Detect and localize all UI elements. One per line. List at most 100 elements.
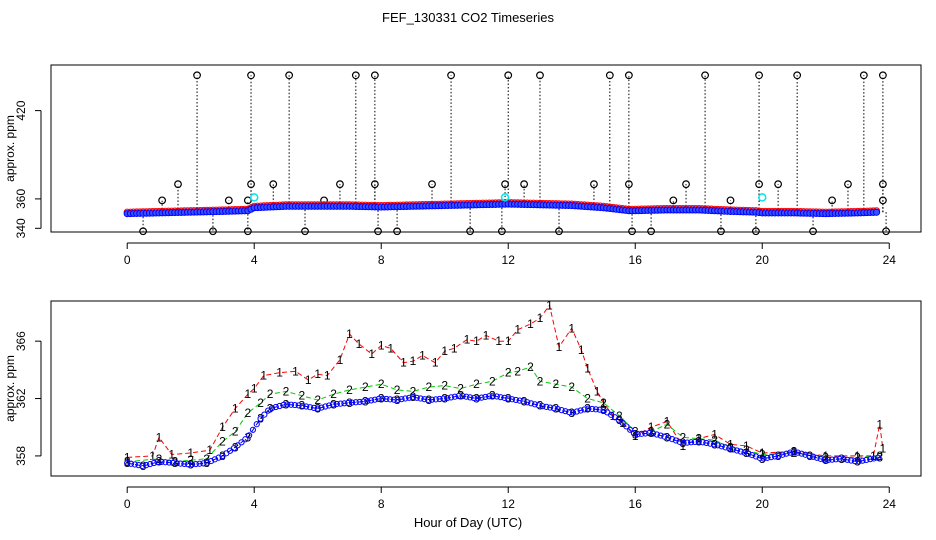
x-tick-label-1-4: 4 <box>251 497 258 511</box>
series-3-marker <box>421 396 428 403</box>
x-tick-label-1-24: 24 <box>883 497 897 511</box>
series-2-label-8: 2 <box>257 396 264 410</box>
series-1-label-9: 1 <box>251 382 258 396</box>
series-3-marker <box>531 401 538 408</box>
series-3-label-12: 3 <box>298 399 305 413</box>
series-3-label-48: 3 <box>876 450 883 464</box>
series-1-label-27: 1 <box>451 341 458 355</box>
series-3-marker <box>146 460 154 468</box>
x-tick-label-0-4: 4 <box>251 253 258 267</box>
series-3-marker <box>649 430 657 437</box>
series-2-label-17: 2 <box>394 383 401 397</box>
series-3-marker <box>417 395 424 402</box>
series-3-marker <box>870 455 878 462</box>
series-2-label-30: 2 <box>584 392 591 406</box>
series-1-label-33: 1 <box>514 323 521 337</box>
spike-point-10 <box>701 71 709 80</box>
spike-point-24 <box>624 180 633 189</box>
series-3-label-3: 3 <box>171 456 178 470</box>
series-3-marker <box>295 402 302 409</box>
series-3-label-34: 3 <box>648 426 655 440</box>
x-tick-label-1-12: 12 <box>502 497 516 511</box>
series-3-marker <box>699 439 706 446</box>
spike-point-8 <box>605 71 614 80</box>
series-1-label-36: 1 <box>546 298 553 312</box>
series-1-label-14: 1 <box>314 367 321 381</box>
series-3-marker <box>337 400 344 407</box>
series-3-marker <box>787 449 794 456</box>
series-1-label-6: 1 <box>219 420 226 434</box>
series-3-marker <box>653 431 660 438</box>
series-1-label-10: 1 <box>260 369 267 383</box>
spike-point-48 <box>647 227 656 236</box>
spike-point-16 <box>247 180 255 189</box>
series-3-label-36: 3 <box>680 436 687 450</box>
spike-point-43 <box>393 227 401 236</box>
spike-point-28 <box>844 180 852 189</box>
series-3-marker <box>272 403 279 411</box>
series-1-label-46: 1 <box>648 420 655 434</box>
series-3-marker <box>326 402 333 409</box>
series-3-marker <box>566 409 573 416</box>
series-3-label-28: 3 <box>553 402 560 416</box>
spike-point-36 <box>828 196 836 205</box>
spike-point-14 <box>878 71 887 80</box>
spike-point-19 <box>370 180 379 189</box>
spike-point-39 <box>209 227 217 236</box>
series-3-marker <box>794 449 801 456</box>
series-1-label-19: 1 <box>368 347 375 361</box>
series-3-marker <box>154 458 161 466</box>
series-3-marker <box>646 430 653 437</box>
series-3-marker <box>230 445 237 452</box>
series-3-marker <box>714 442 721 449</box>
series-3-marker <box>390 396 398 403</box>
series-3-marker <box>775 452 782 459</box>
series-3-label-30: 3 <box>584 402 591 416</box>
series-3-marker <box>246 432 253 439</box>
series-3-label-13: 3 <box>314 402 321 416</box>
series-3-marker <box>447 394 455 401</box>
series-3-label-18: 3 <box>394 393 401 407</box>
series-1-label-32: 1 <box>505 334 512 348</box>
series-2-label-19: 2 <box>426 380 433 394</box>
series-3-marker <box>204 459 211 466</box>
series-3-marker <box>196 460 203 467</box>
series-3-marker <box>371 396 378 403</box>
series-3-label-16: 3 <box>362 394 369 408</box>
series-3-marker <box>253 421 260 428</box>
series-3-marker <box>638 430 645 437</box>
series-3-marker <box>162 459 169 466</box>
series-3-marker <box>470 394 478 402</box>
series-3-marker <box>707 440 714 447</box>
spike-point-47 <box>628 227 636 236</box>
series-3-marker <box>840 456 847 463</box>
series-1-label-12: 1 <box>292 364 299 378</box>
series-3-marker <box>558 407 565 414</box>
series-3-marker <box>832 456 840 463</box>
series-3-marker <box>387 396 394 403</box>
series-3-marker <box>676 438 683 445</box>
series-3-marker <box>234 442 241 449</box>
series-3-marker <box>284 401 291 408</box>
y-axis-label-0: approx. ppm <box>3 115 17 182</box>
series-3-marker <box>158 458 165 465</box>
series-3-marker <box>455 392 462 400</box>
series-1-label-13: 1 <box>305 373 312 387</box>
series-2-label-15: 2 <box>362 380 369 394</box>
series-3-marker <box>691 438 699 446</box>
series-2-label-32: 2 <box>616 409 623 423</box>
series-3-marker <box>737 448 744 455</box>
series-3-marker <box>539 403 546 410</box>
series-2-label-24: 2 <box>505 366 512 380</box>
series-3-marker <box>173 460 180 467</box>
series-1-label-22: 1 <box>400 356 407 370</box>
series-3-marker <box>726 445 733 452</box>
series-3-marker <box>825 456 832 464</box>
series-1-label-35: 1 <box>537 311 544 325</box>
series-1-label-41: 1 <box>594 384 601 398</box>
series-3-marker <box>764 454 771 461</box>
series-3-marker <box>257 415 264 422</box>
spike-point-52 <box>882 227 890 236</box>
